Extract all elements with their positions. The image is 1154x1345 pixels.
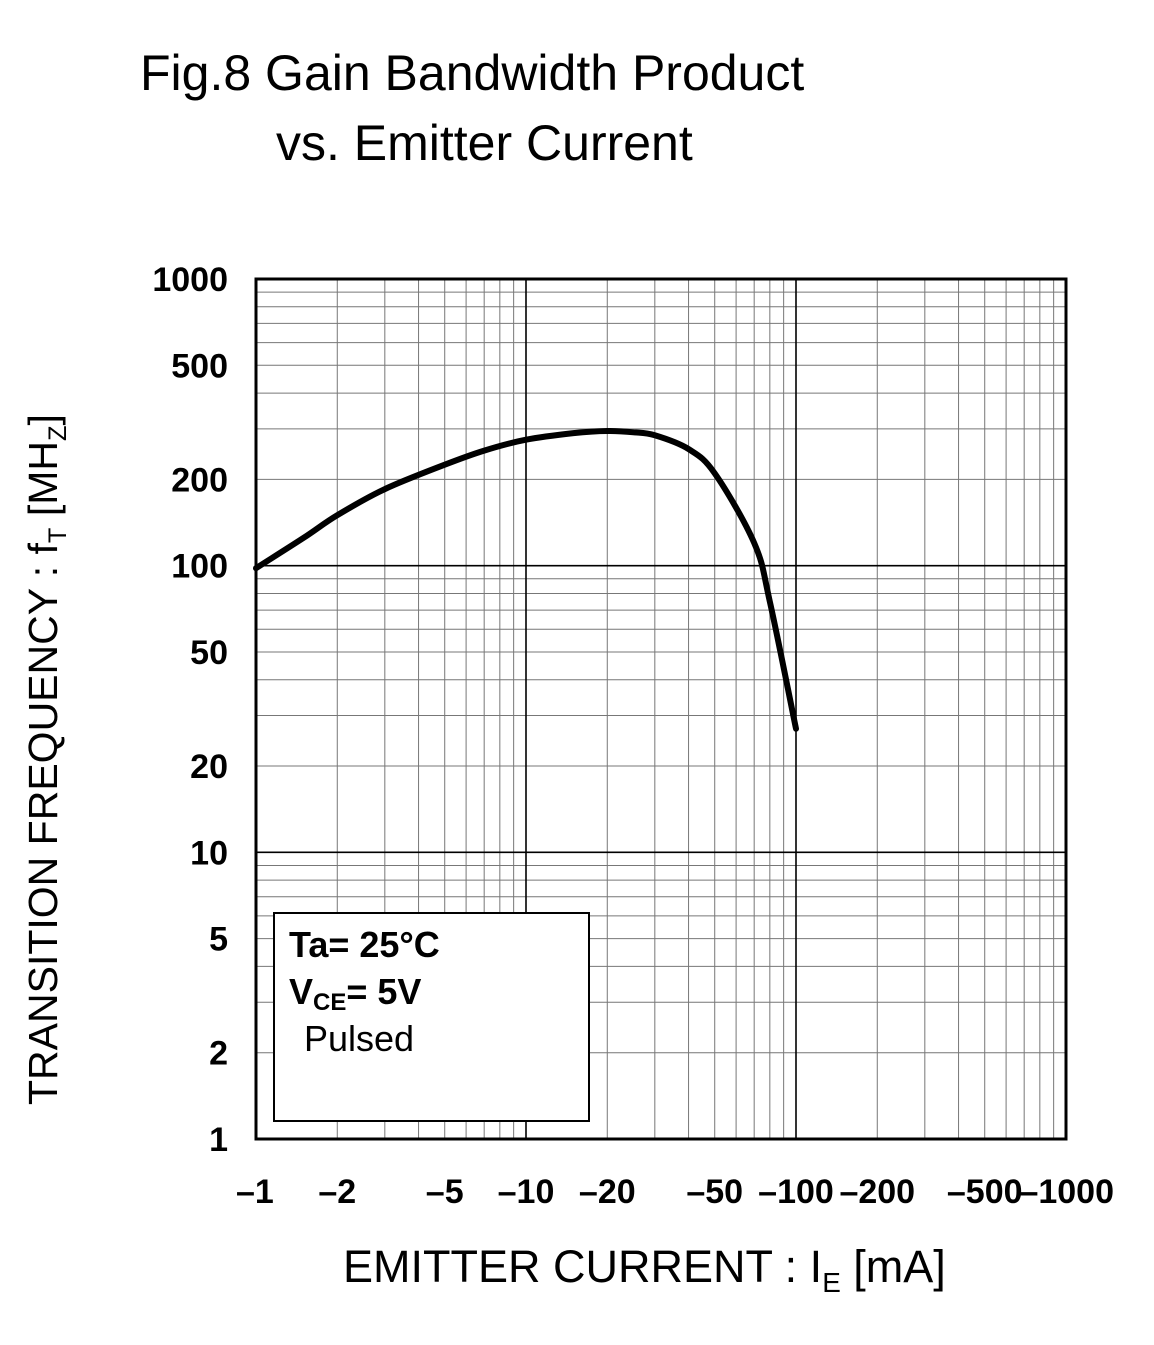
x-tick-label: –1	[236, 1173, 274, 1211]
condition-pulsed: Pulsed	[304, 1018, 414, 1059]
x-tick-label: –20	[579, 1173, 636, 1211]
condition-vce: VCE= 5V	[289, 971, 421, 1016]
y-tick-label: 10	[190, 834, 228, 872]
y-tick-label: 50	[190, 634, 228, 672]
x-axis-label: EMITTER CURRENT : IE [mA]	[343, 1241, 946, 1298]
chart-title: Fig.8 Gain Bandwidth Product	[140, 45, 805, 101]
x-tick-label: –10	[498, 1173, 555, 1211]
x-tick-label: –100	[758, 1173, 834, 1211]
y-tick-label: 5	[209, 921, 228, 959]
x-tick-label: –500	[947, 1173, 1023, 1211]
plot-frame	[254, 277, 1068, 1141]
x-tick-label: –50	[686, 1173, 743, 1211]
x-tick-label: –1000	[1019, 1173, 1114, 1211]
x-tick-label: –200	[839, 1173, 915, 1211]
y-tick-label: 20	[190, 748, 228, 786]
y-tick-label: 1	[209, 1121, 228, 1159]
y-tick-label: 500	[171, 347, 228, 385]
y-tick-label: 100	[171, 548, 228, 586]
condition-temperature: Ta= 25°C	[289, 924, 440, 965]
conditions-box: Ta= 25°C VCE= 5V Pulsed	[273, 912, 590, 1122]
y-tick-label: 200	[171, 461, 228, 499]
x-tick-label: –5	[426, 1173, 464, 1211]
y-tick-label: 1000	[152, 261, 228, 299]
y-tick-label: 2	[209, 1035, 228, 1073]
chart-subtitle: vs. Emitter Current	[276, 115, 693, 171]
x-tick-label: –2	[318, 1173, 356, 1211]
series-line	[253, 427, 799, 732]
